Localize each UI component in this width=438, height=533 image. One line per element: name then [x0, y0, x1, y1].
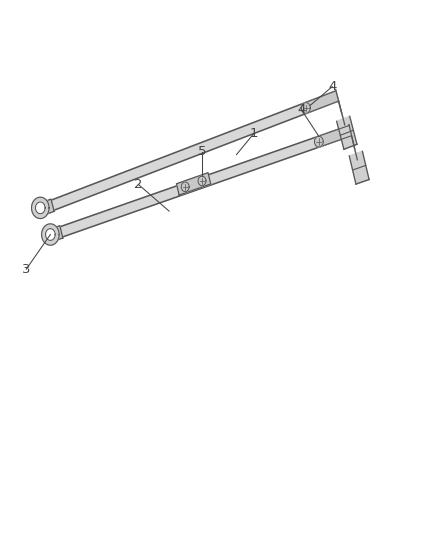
Polygon shape — [177, 173, 211, 195]
Text: 4: 4 — [328, 80, 336, 93]
Polygon shape — [60, 125, 352, 237]
Polygon shape — [304, 91, 339, 113]
Polygon shape — [314, 136, 323, 147]
Polygon shape — [198, 176, 206, 185]
Polygon shape — [42, 224, 59, 245]
Text: 5: 5 — [198, 145, 206, 158]
Text: 4: 4 — [297, 103, 305, 116]
Polygon shape — [349, 151, 369, 184]
Polygon shape — [32, 197, 49, 219]
Polygon shape — [181, 182, 189, 192]
Text: 3: 3 — [22, 263, 31, 276]
Polygon shape — [51, 91, 339, 211]
Polygon shape — [45, 225, 63, 243]
Text: 2: 2 — [134, 178, 143, 191]
Polygon shape — [318, 125, 352, 147]
Polygon shape — [337, 116, 357, 149]
Polygon shape — [349, 124, 357, 160]
Polygon shape — [36, 199, 54, 217]
Polygon shape — [301, 103, 310, 114]
Polygon shape — [46, 229, 55, 240]
Text: 1: 1 — [250, 127, 258, 140]
Polygon shape — [35, 202, 45, 214]
Polygon shape — [336, 90, 345, 125]
